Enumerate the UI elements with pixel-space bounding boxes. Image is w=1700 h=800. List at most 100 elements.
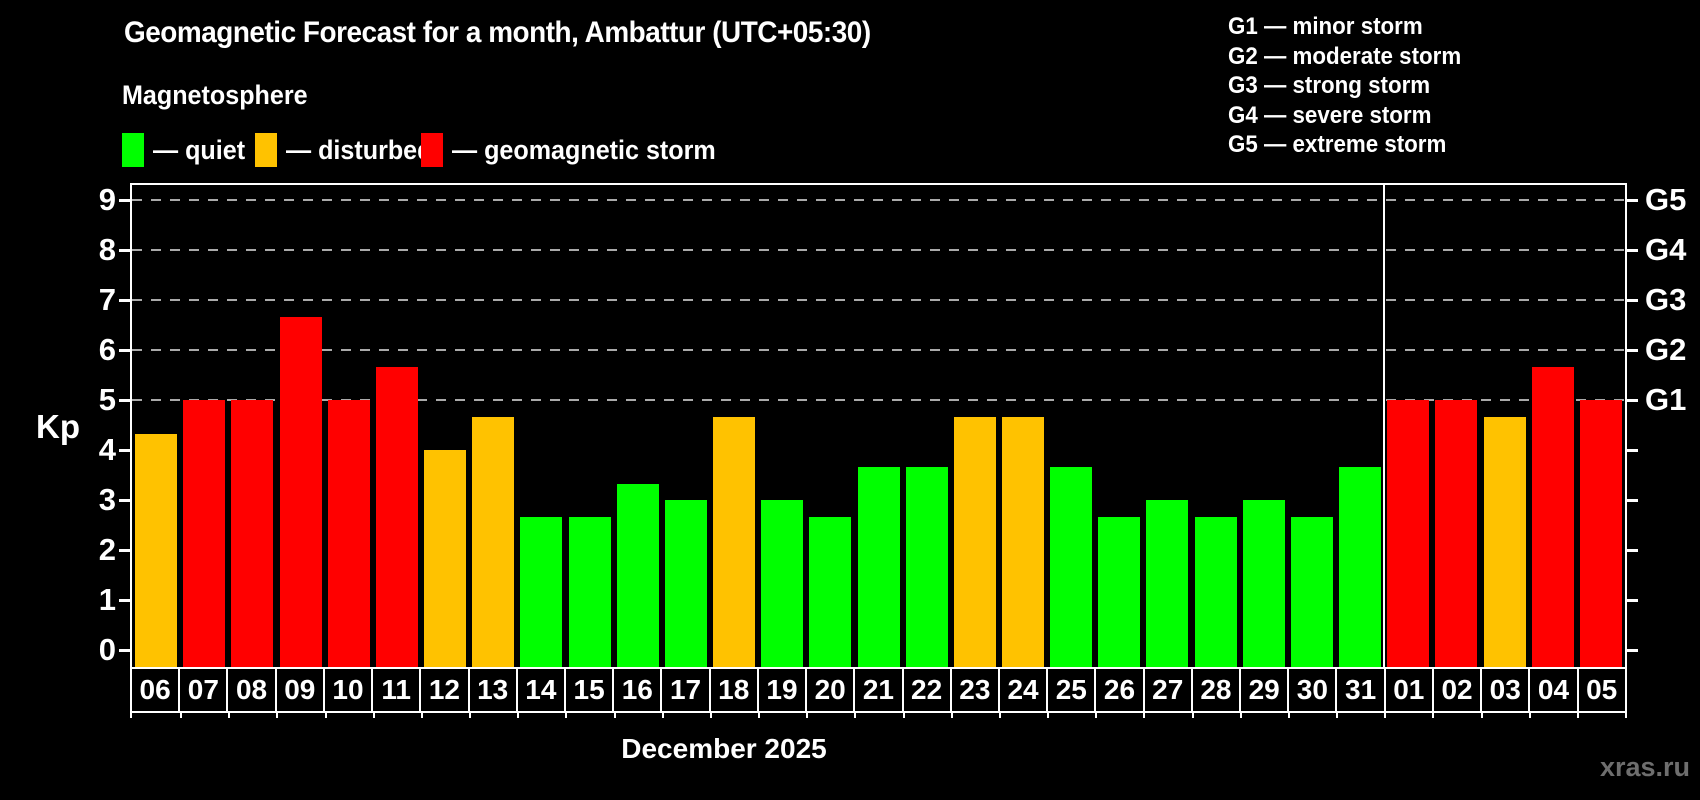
y-tick-mark-left-5 bbox=[119, 399, 130, 402]
date-boundary-tick bbox=[1287, 711, 1290, 718]
date-cell-03: 03 bbox=[1482, 669, 1531, 711]
bar-day-02 bbox=[1435, 400, 1478, 667]
date-boundary-tick bbox=[228, 711, 231, 718]
date-boundary-tick bbox=[950, 711, 953, 718]
date-cell-12: 12 bbox=[421, 669, 470, 711]
month-separator-line bbox=[1383, 185, 1386, 667]
gridline-kp7 bbox=[132, 299, 1625, 301]
date-boundary-tick bbox=[1047, 711, 1050, 718]
bar-day-28 bbox=[1194, 516, 1237, 667]
date-cell-06: 06 bbox=[132, 669, 181, 711]
date-boundary-tick bbox=[1480, 711, 1483, 718]
date-boundary-tick bbox=[1432, 711, 1435, 718]
y-tick-mark-right-2 bbox=[1627, 549, 1638, 552]
date-cell-04: 04 bbox=[1530, 669, 1579, 711]
y-tick-mark-right-4 bbox=[1627, 449, 1638, 452]
date-cell-15: 15 bbox=[566, 669, 615, 711]
bar-day-04 bbox=[1531, 366, 1574, 667]
date-boundary-tick bbox=[854, 711, 857, 718]
bar-day-14 bbox=[520, 516, 563, 667]
date-cell-16: 16 bbox=[614, 669, 663, 711]
y-tick-mark-right-8 bbox=[1627, 249, 1638, 252]
date-boundary-tick bbox=[1384, 711, 1387, 718]
y-tick-mark-left-9 bbox=[119, 199, 130, 202]
y-tick-mark-right-1 bbox=[1627, 599, 1638, 602]
bar-day-16 bbox=[616, 483, 659, 667]
disturbed-color-swatch bbox=[255, 133, 277, 167]
date-boundary-tick bbox=[1625, 711, 1627, 718]
legend-item-disturbed: — disturbed bbox=[255, 131, 444, 169]
y-tick-mark-right-9 bbox=[1627, 199, 1638, 202]
date-cell-29: 29 bbox=[1241, 669, 1290, 711]
y-tick-mark-left-7 bbox=[119, 299, 130, 302]
bar-day-21 bbox=[857, 466, 900, 667]
y-tick-mark-left-8 bbox=[119, 249, 130, 252]
bar-day-30 bbox=[1290, 516, 1333, 667]
g2-legend-line: G2 — moderate storm bbox=[1228, 42, 1462, 70]
right-axis-label-g3: G3 bbox=[1645, 282, 1687, 317]
date-cell-11: 11 bbox=[373, 669, 422, 711]
bar-day-25 bbox=[1050, 466, 1093, 667]
date-cell-02: 02 bbox=[1434, 669, 1483, 711]
y-tick-label-3: 3 bbox=[98, 482, 116, 517]
date-cell-05: 05 bbox=[1586, 674, 1618, 705]
g1-legend-line: G1 — minor storm bbox=[1228, 13, 1423, 40]
bar-day-24 bbox=[1001, 416, 1044, 667]
quiet-color-swatch bbox=[122, 133, 144, 167]
date-boundary-tick bbox=[324, 711, 327, 718]
date-boundary-tick bbox=[469, 711, 472, 718]
gridline-kp5 bbox=[132, 399, 1625, 401]
y-tick-mark-right-6 bbox=[1627, 349, 1638, 352]
date-boundary-tick bbox=[661, 711, 664, 718]
date-cell-24: 24 bbox=[1000, 669, 1049, 711]
bar-day-19 bbox=[761, 500, 804, 667]
date-boundary-tick bbox=[1143, 711, 1146, 718]
y-tick-mark-left-2 bbox=[119, 549, 130, 552]
date-cell-09: 09 bbox=[277, 669, 325, 711]
date-boundary-tick bbox=[565, 711, 568, 718]
g5-legend-line: G5 — extreme storm bbox=[1228, 131, 1447, 158]
bar-day-31 bbox=[1339, 466, 1382, 667]
y-tick-label-9: 9 bbox=[98, 182, 116, 217]
date-boundary-tick bbox=[998, 711, 1001, 718]
right-axis-label-g2: G2 bbox=[1645, 332, 1687, 367]
date-cell-23: 23 bbox=[952, 669, 1000, 711]
y-tick-label-5: 5 bbox=[98, 382, 116, 417]
gridline-kp8 bbox=[132, 249, 1625, 251]
legend-label-storm: — geomagnetic storm bbox=[452, 134, 716, 165]
chart-title: Geomagnetic Forecast for a month, Ambatt… bbox=[124, 16, 871, 49]
date-cell-14: 14 bbox=[518, 669, 566, 711]
y-tick-mark-right-3 bbox=[1627, 499, 1638, 502]
bar-day-20 bbox=[809, 516, 852, 667]
date-boundary-tick bbox=[517, 711, 520, 718]
bar-day-06 bbox=[135, 433, 178, 667]
storm-color-swatch bbox=[421, 133, 443, 167]
y-tick-label-1: 1 bbox=[98, 582, 116, 617]
legend-label-quiet: — quiet bbox=[153, 134, 246, 165]
date-boundary-tick bbox=[1336, 711, 1339, 718]
bar-day-27 bbox=[1146, 500, 1189, 667]
g3-legend-line: G3 — strong storm bbox=[1228, 72, 1431, 99]
date-cell-30: 30 bbox=[1289, 669, 1338, 711]
y-tick-label-6: 6 bbox=[98, 332, 116, 367]
y-tick-mark-right-0 bbox=[1627, 649, 1638, 652]
y-tick-mark-right-7 bbox=[1627, 299, 1638, 302]
date-boundary-tick bbox=[902, 711, 905, 718]
y-tick-label-4: 4 bbox=[98, 432, 116, 467]
y-tick-label-0: 0 bbox=[98, 632, 116, 667]
bar-day-23 bbox=[953, 416, 996, 667]
y-tick-mark-left-3 bbox=[119, 499, 130, 502]
gridline-kp6 bbox=[132, 349, 1625, 351]
date-boundary-tick bbox=[420, 711, 423, 718]
bar-day-15 bbox=[568, 516, 611, 667]
bar-day-05 bbox=[1579, 400, 1622, 667]
y-tick-mark-left-0 bbox=[119, 649, 130, 652]
date-boundary-tick bbox=[1191, 711, 1194, 718]
right-axis-label-g5: G5 bbox=[1645, 182, 1687, 217]
y-tick-mark-right-5 bbox=[1627, 399, 1638, 402]
gridline-kp9 bbox=[132, 199, 1625, 201]
y-tick-label-8: 8 bbox=[98, 232, 116, 267]
bar-day-01 bbox=[1387, 400, 1430, 667]
date-boundary-tick bbox=[372, 711, 375, 718]
